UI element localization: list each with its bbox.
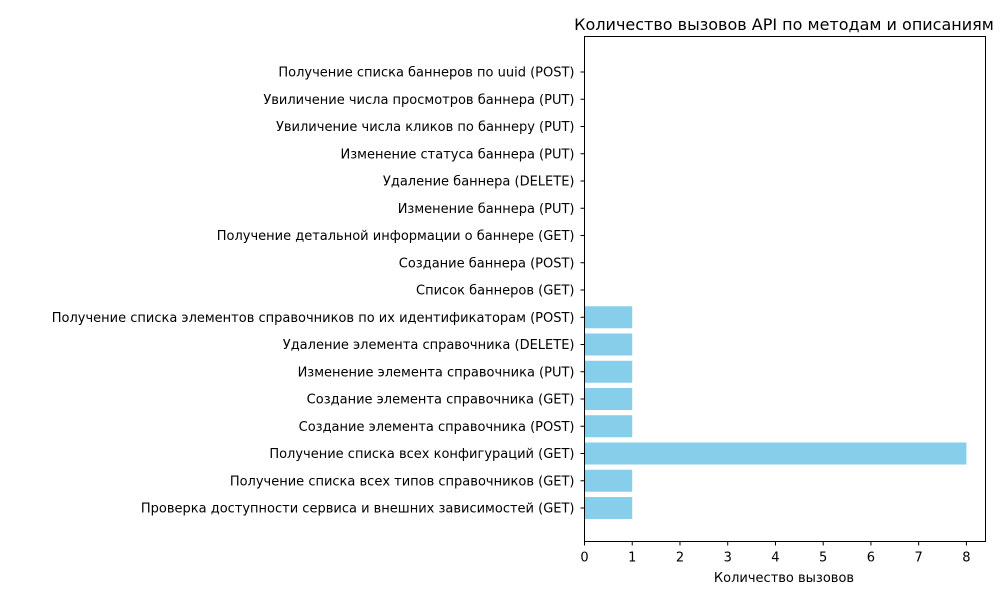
y-tick-label: Увиличение числа кликов по баннеру (PUT): [276, 120, 575, 135]
bars-group: [584, 306, 967, 519]
bar: [584, 415, 633, 438]
y-tick-label: Удаление баннера (DELETE): [383, 175, 575, 190]
bar: [584, 306, 633, 329]
bar: [584, 360, 633, 383]
y-tick-label: Увиличение числа просмотров баннера (PUT…: [263, 93, 574, 108]
y-tick-label: Список баннеров (GET): [416, 284, 574, 299]
x-tick-label: 4: [771, 551, 779, 566]
y-tick-label: Создание баннера (POST): [399, 256, 575, 271]
plot-frame: [584, 36, 986, 542]
bar: [584, 333, 633, 356]
bar: [584, 497, 633, 519]
y-tick-label: Изменение статуса баннера (PUT): [341, 147, 575, 162]
x-tick-label: 7: [915, 551, 923, 566]
x-tick-label: 3: [724, 551, 732, 566]
y-tick-label: Получение списка всех типов справочников…: [230, 474, 575, 489]
x-axis-title: Количество вызовов: [714, 571, 854, 586]
x-tick-label: 5: [819, 551, 827, 566]
y-tick-label: Создание элемента справочника (POST): [299, 420, 575, 435]
y-tick-label: Изменение баннера (PUT): [398, 202, 575, 217]
y-tick-label: Проверка доступности сервиса и внешних з…: [141, 502, 575, 517]
y-tick-label: Получение детальной информации о баннере…: [217, 229, 575, 244]
x-ticks-group: 0 1 2 3 4 5 6 7 8: [580, 541, 971, 566]
bar: [584, 469, 633, 492]
y-tick-label: Создание элемента справочника (GET): [307, 393, 575, 408]
y-tick-label: Получение списка всех конфигураций (GET): [269, 447, 574, 462]
y-tick-labels: Получение списка баннеров по uuid (POST)…: [52, 66, 585, 517]
x-tick-label: 8: [962, 551, 970, 566]
bar: [584, 388, 633, 410]
x-tick-label: 1: [628, 551, 636, 566]
y-tick-label: Изменение элемента справочника (PUT): [298, 365, 575, 380]
chart-title: Количество вызовов API по методам и опис…: [574, 15, 994, 34]
y-tick-label: Удаление элемента справочника (DELETE): [283, 338, 575, 353]
x-tick-label: 0: [580, 551, 588, 566]
bar: [584, 442, 967, 465]
y-tick-label: Получение списка баннеров по uuid (POST): [278, 66, 574, 81]
y-tick-label: Получение списка элементов справочников …: [52, 311, 575, 326]
x-tick-label: 2: [676, 551, 684, 566]
x-tick-label: 6: [867, 551, 875, 566]
